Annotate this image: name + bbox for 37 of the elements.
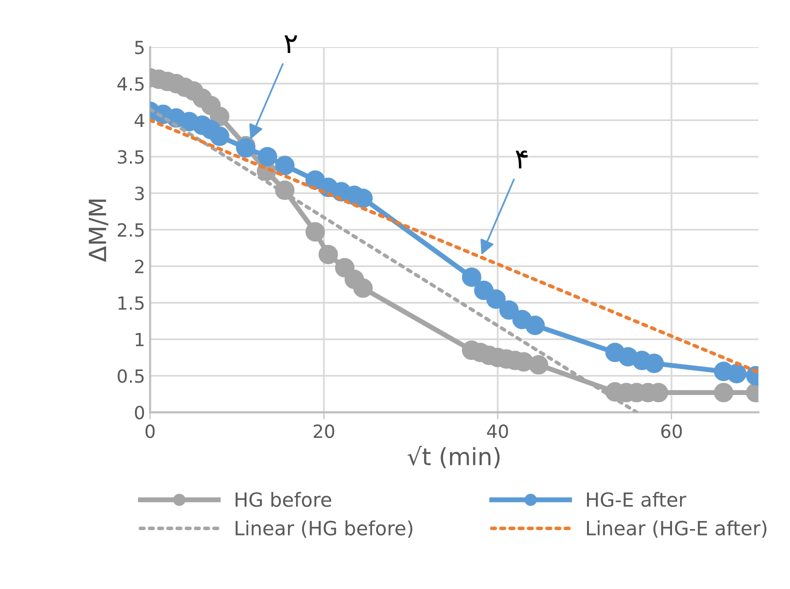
point: [353, 278, 373, 298]
y-tick-label: 5: [135, 40, 144, 54]
legend-label: HG-E after: [587, 492, 686, 507]
y-tick-label: 4: [134, 114, 144, 128]
point: [714, 382, 734, 402]
y-tick-label: 2.5: [118, 223, 144, 237]
point: [486, 289, 506, 309]
y-tick-label: 3: [135, 186, 144, 200]
y-tick-label: 0: [134, 406, 144, 420]
point: [462, 267, 482, 287]
point: [499, 300, 519, 320]
y-axis-title: ΔM/M: [88, 200, 108, 262]
point: [528, 355, 548, 375]
legend-label: HG before: [236, 492, 332, 507]
point: [210, 126, 230, 146]
y-tick-label: 4.5: [117, 77, 144, 91]
legend-label: Linear (HG before): [236, 520, 412, 538]
annotation: ۴: [516, 150, 528, 168]
x-tick-label: 20: [314, 424, 334, 438]
y-tick-label: 3.5: [118, 150, 144, 164]
legend-label: Linear (HG-E after): [587, 520, 766, 538]
y-tick-label: 1: [136, 332, 144, 346]
point: [305, 222, 325, 242]
x-tick-label: 40: [487, 424, 508, 438]
y-tick-label: 2: [135, 260, 144, 274]
annotation: ۲: [284, 35, 298, 53]
point: [318, 244, 338, 264]
point: [644, 354, 664, 374]
point: [525, 316, 545, 336]
point: [258, 146, 278, 166]
y-tick-label: 0.5: [118, 369, 144, 383]
x-tick-label: 0: [146, 424, 155, 438]
point: [210, 106, 230, 126]
y-tick-label: 1.5: [118, 296, 144, 310]
x-tick-label: 60: [661, 424, 682, 438]
x-axis-title: √t (min): [408, 446, 500, 468]
point: [275, 156, 295, 176]
